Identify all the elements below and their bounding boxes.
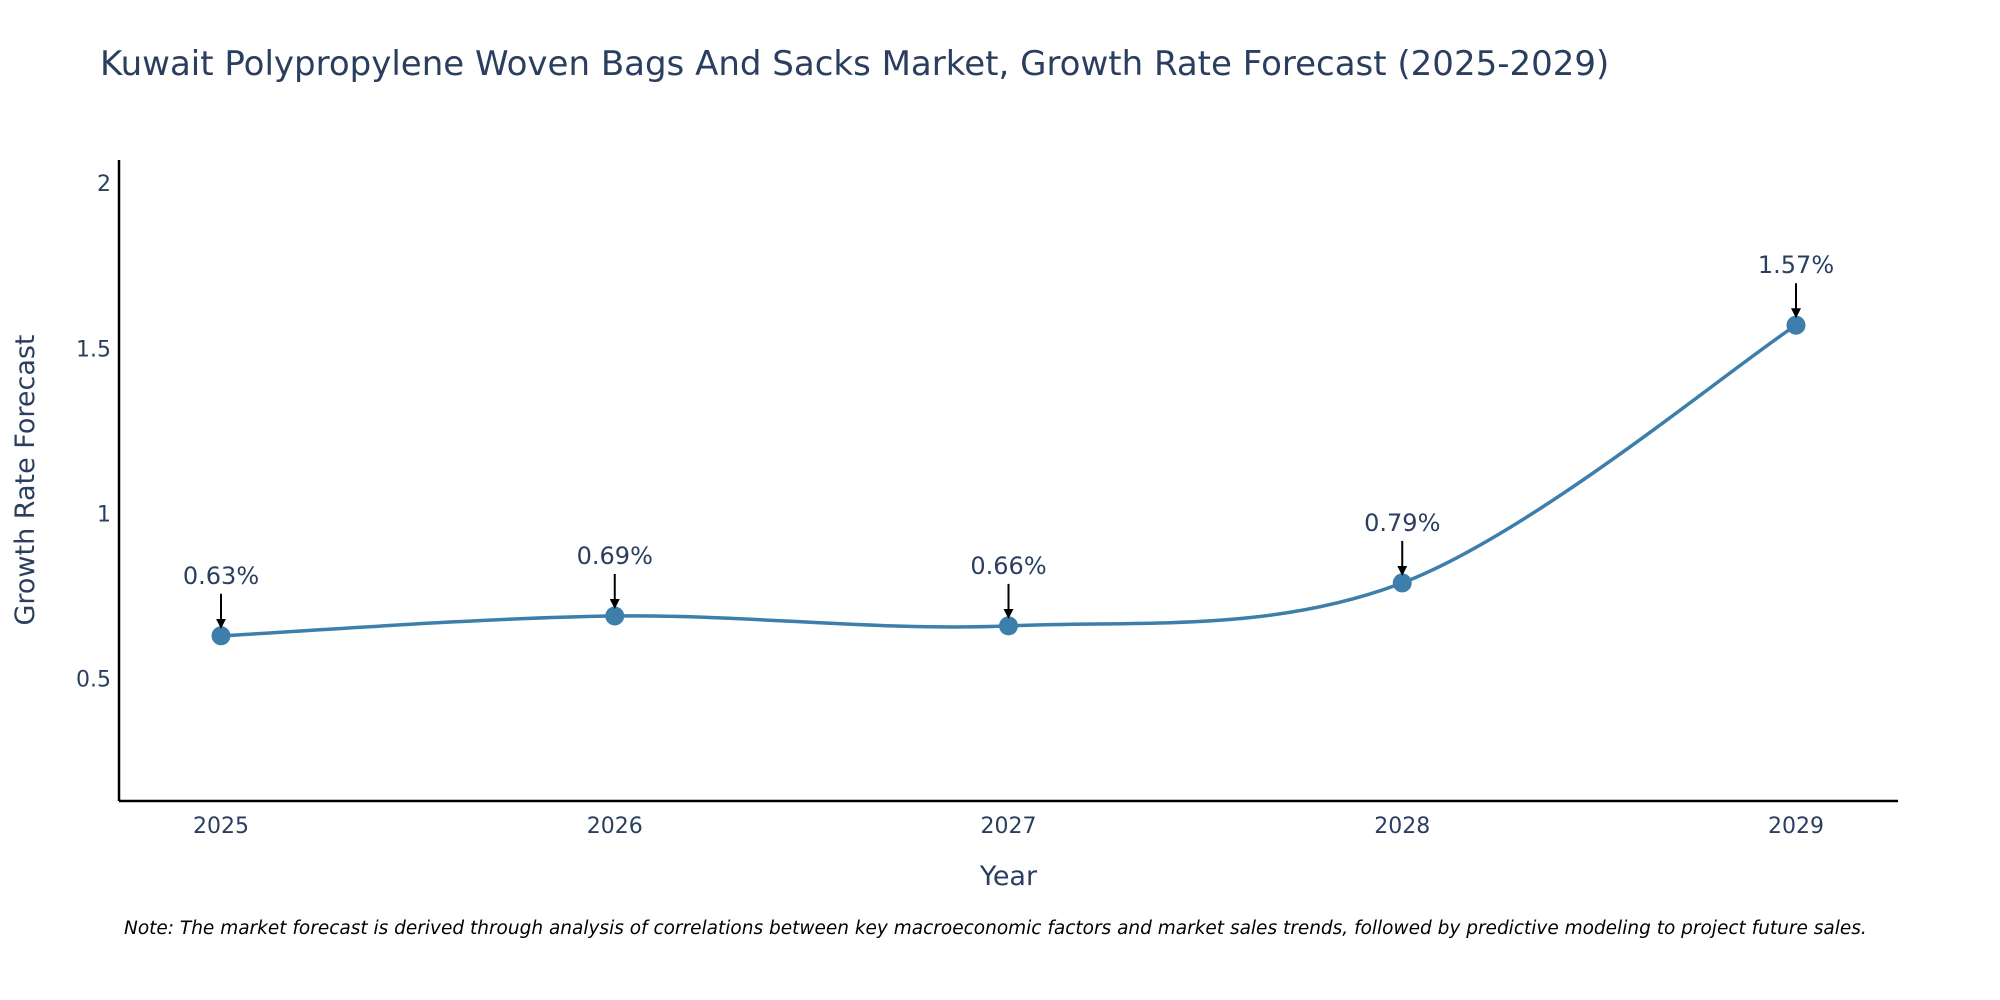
data-label-2029: 1.57% xyxy=(1758,251,1834,279)
y-tick-label: 0.5 xyxy=(76,668,111,693)
data-point-2025 xyxy=(212,626,231,645)
x-axis-title: Year xyxy=(979,861,1038,892)
data-point-2029 xyxy=(1787,316,1806,335)
x-tick-label: 2028 xyxy=(1374,814,1430,839)
axes xyxy=(119,160,1898,801)
y-tick-label: 1.5 xyxy=(76,337,111,362)
x-tick-label: 2025 xyxy=(193,814,249,839)
data-label-2025: 0.63% xyxy=(183,562,259,590)
y-axis-title: Growth Rate Forecast xyxy=(10,334,41,625)
x-axis-ticks: 2025 2026 2027 2028 2029 xyxy=(193,814,1824,839)
y-tick-label: 1 xyxy=(97,503,111,528)
data-label-2028: 0.79% xyxy=(1364,509,1440,537)
footnote: Note: The market forecast is derived thr… xyxy=(124,918,1867,939)
x-tick-label: 2029 xyxy=(1768,814,1824,839)
line-chart: 0.5 1 1.5 2 2025 2026 2027 2028 2029 0.63% 0.69%… xyxy=(0,0,2000,1000)
data-label-2027: 0.66% xyxy=(970,552,1046,580)
data-label-2026: 0.69% xyxy=(577,542,653,570)
annotations: 0.63% 0.69% 0.66% 0.79% 1.57% xyxy=(183,251,1834,624)
data-point-2028 xyxy=(1393,573,1412,592)
x-tick-label: 2027 xyxy=(981,814,1037,839)
x-tick-label: 2026 xyxy=(587,814,643,839)
data-point-2026 xyxy=(605,606,624,625)
data-point-2027 xyxy=(999,616,1018,635)
y-axis-ticks: 0.5 1 1.5 2 xyxy=(76,172,111,693)
y-tick-label: 2 xyxy=(97,172,111,197)
